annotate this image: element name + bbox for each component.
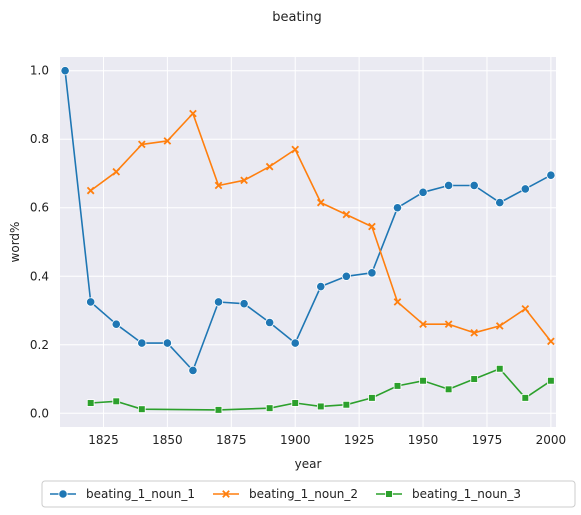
legend: beating_1_noun_1 beating_1_noun_2 beating_… — [41, 480, 576, 508]
data-point — [137, 338, 147, 348]
data-point — [342, 210, 351, 219]
series-line — [90, 367, 552, 411]
x-tick-label: 1975 — [472, 433, 503, 447]
data-point — [547, 337, 555, 346]
chart-title: beating — [272, 10, 321, 25]
legend-label: beating_1_noun_2 — [249, 487, 358, 501]
legend-swatch-marker — [222, 490, 230, 498]
data-point — [316, 198, 325, 207]
data-point — [137, 140, 146, 149]
legend-items: beating_1_noun_1 beating_1_noun_2 beating_… — [50, 487, 521, 501]
data-point — [444, 320, 453, 329]
data-point — [419, 320, 427, 329]
series-layer — [60, 66, 556, 414]
data-point — [521, 394, 530, 402]
data-point — [520, 184, 530, 194]
data-point — [138, 405, 146, 413]
data-point — [316, 402, 325, 411]
data-point — [444, 385, 453, 394]
data-point — [392, 203, 403, 213]
legend-label: beating_1_noun_3 — [412, 487, 521, 501]
data-point — [342, 400, 351, 409]
data-point — [265, 162, 274, 171]
legend-frame — [41, 480, 576, 508]
x-tick-label: 1825 — [88, 433, 119, 447]
data-point — [213, 297, 224, 307]
y-axis-ticks: 0.0 0.2 0.4 0.6 0.8 1.0 — [30, 64, 49, 421]
data-point — [111, 319, 121, 329]
data-point — [495, 364, 504, 373]
legend-entry: beating_1_noun_3 — [376, 487, 521, 501]
x-axis-ticks: 1825 1850 1875 1900 1925 1950 1975 2000 — [88, 433, 566, 447]
data-point — [393, 298, 402, 306]
x-tick-label: 1875 — [216, 433, 247, 447]
data-point — [214, 181, 223, 190]
data-point — [470, 375, 478, 383]
data-point — [163, 137, 172, 145]
data-point — [368, 394, 376, 402]
data-point — [214, 406, 223, 414]
plot-area — [60, 57, 556, 427]
data-point — [341, 271, 351, 281]
data-point — [86, 186, 95, 195]
data-point — [316, 281, 326, 292]
legend-entry: beating_1_noun_2 — [213, 487, 358, 501]
y-tick-label: 1.0 — [30, 64, 49, 78]
data-point — [189, 109, 197, 118]
x-tick-label: 1950 — [408, 433, 439, 447]
data-point — [469, 180, 479, 191]
data-point — [291, 145, 300, 154]
series-beating_1_noun_3 — [86, 364, 555, 414]
x-tick-label: 1900 — [280, 433, 311, 447]
data-point — [112, 167, 121, 176]
data-point — [546, 170, 556, 180]
legend-swatch-marker — [385, 490, 393, 498]
data-point — [60, 66, 70, 76]
legend-entry: beating_1_noun_1 — [50, 487, 195, 501]
data-point — [367, 268, 377, 278]
data-point — [188, 365, 198, 376]
legend-label: beating_1_noun_1 — [86, 487, 195, 501]
data-point — [470, 328, 479, 337]
grid-lines — [60, 57, 556, 427]
data-point — [418, 187, 428, 197]
data-point — [239, 299, 249, 309]
data-point — [86, 297, 96, 307]
y-tick-label: 0.4 — [30, 269, 49, 283]
data-point — [291, 399, 300, 407]
x-tick-label: 1850 — [152, 433, 183, 447]
y-tick-label: 0.0 — [30, 406, 49, 420]
y-tick-label: 0.8 — [30, 132, 49, 146]
data-point — [495, 198, 505, 208]
data-point — [419, 376, 427, 385]
x-axis-label: year — [295, 457, 322, 471]
series-beating_1_noun_1 — [60, 66, 556, 376]
legend-swatch-marker — [58, 489, 68, 499]
x-tick-label: 1925 — [344, 433, 375, 447]
data-point — [521, 304, 530, 313]
data-point — [290, 338, 300, 348]
data-point — [265, 404, 274, 412]
data-point — [112, 397, 121, 406]
data-point — [240, 176, 248, 185]
data-point — [444, 180, 454, 191]
data-point — [368, 222, 376, 231]
data-point — [495, 322, 504, 330]
data-point — [547, 376, 555, 385]
data-point — [265, 317, 275, 328]
y-axis-label: word% — [8, 222, 22, 263]
data-point — [162, 338, 172, 348]
data-point — [393, 382, 402, 390]
y-tick-label: 0.6 — [30, 201, 49, 215]
y-tick-label: 0.2 — [30, 338, 49, 352]
series-beating_1_noun_2 — [86, 109, 555, 346]
x-tick-label: 2000 — [536, 433, 567, 447]
data-point — [86, 399, 95, 407]
